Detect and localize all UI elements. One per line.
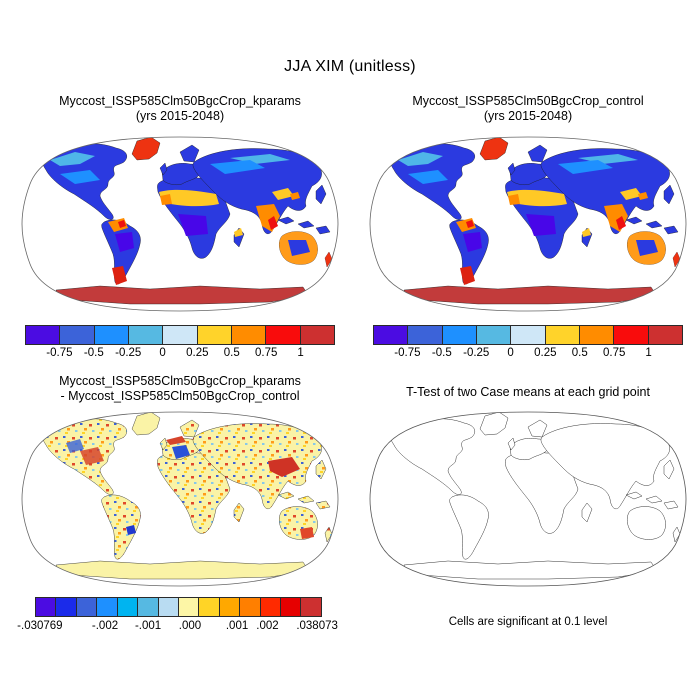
colorbar-segment	[138, 598, 159, 616]
colorbar-segment	[26, 326, 61, 344]
panel-title-kparams: Myccost_ISSP585Clm50BgcCrop_kparams (yrs…	[10, 94, 350, 124]
panel-title-ttest: T-Test of two Case means at each grid po…	[406, 385, 650, 399]
colorbar-segment	[158, 598, 179, 616]
colorbar-tick-label: -0.25	[463, 347, 490, 359]
colorbar-segment	[476, 326, 512, 344]
colorbar-control	[373, 325, 683, 345]
colorbar-segment	[266, 326, 301, 344]
panel-title-diff: Myccost_ISSP585Clm50BgcCrop_kparams - My…	[10, 374, 350, 404]
colorbar-tick-label: 1	[297, 347, 304, 359]
colorbar-tick-label: 0.25	[534, 347, 557, 359]
colorbar-tick-label: .038073	[296, 620, 338, 632]
colorbar-tick-label: 0.75	[254, 347, 278, 359]
colorbar-tick-label: 0.75	[602, 347, 626, 359]
colorbar-tick-label: -0.5	[431, 347, 452, 359]
colorbar-segment	[300, 326, 334, 344]
colorbar-segment	[56, 598, 77, 616]
colorbar-segment	[219, 598, 241, 616]
colorbar-tick-label: 1	[645, 347, 652, 359]
colorbar-segment	[178, 598, 200, 616]
map-ttest	[368, 409, 688, 589]
colorbar-tick-label: -.001	[134, 620, 162, 632]
map-control	[368, 134, 688, 314]
colorbar-segment	[374, 326, 409, 344]
colorbar-segment	[240, 598, 261, 616]
colorbar-segment	[301, 598, 321, 616]
colorbar-segment	[76, 598, 98, 616]
colorbar-tick-label: .002	[256, 620, 279, 632]
colorbar-kparams	[25, 325, 335, 345]
colorbar-segment	[442, 326, 477, 344]
colorbar-segment	[281, 598, 302, 616]
colorbar-segment	[199, 598, 220, 616]
colorbar-tick-label: 0.5	[223, 347, 240, 359]
colorbar-segment	[117, 598, 139, 616]
colorbar-difference	[35, 597, 322, 617]
colorbar-tick-label: .000	[178, 620, 202, 632]
colorbar-segment	[60, 326, 95, 344]
panel-title-diff-line2: - Myccost_ISSP585Clm50BgcCrop_control	[60, 389, 300, 403]
world-map-control	[368, 134, 688, 314]
panel-title-diff-line1: Myccost_ISSP585Clm50BgcCrop_kparams	[59, 374, 301, 388]
map-kparams	[20, 134, 340, 314]
world-map-kparams	[20, 134, 340, 314]
colorbar-segment	[197, 326, 232, 344]
panel-title-kparams-line2: (yrs 2015-2048)	[135, 109, 225, 123]
colorbar-segment	[408, 326, 443, 344]
colorbar-segment	[36, 598, 57, 616]
colorbar-segment	[231, 326, 267, 344]
colorbar-tick-label: 0	[507, 347, 514, 359]
map-difference	[20, 409, 340, 589]
colorbar-tick-label: 0	[159, 347, 166, 359]
colorbar-tick-label: -0.75	[46, 347, 73, 359]
colorbar-kparams-ticks: -0.75 -0.5 -0.25 0 0.25 0.5 0.75 1	[25, 347, 335, 362]
colorbar-control-ticks: -0.75 -0.5 -0.25 0 0.25 0.5 0.75 1	[373, 347, 683, 362]
panel-title-control-line2: (yrs 2015-2048)	[483, 109, 573, 123]
colorbar-tick-label: -0.5	[83, 347, 104, 359]
colorbar-segment	[579, 326, 615, 344]
colorbar-segment	[648, 326, 682, 344]
colorbar-difference-ticks: -.030769 -.002 -.001 .000 .001 .002 .038073	[17, 620, 338, 635]
colorbar-segment	[94, 326, 129, 344]
colorbar-segment	[97, 598, 118, 616]
colorbar-tick-label: -0.75	[394, 347, 421, 359]
colorbar-segment	[545, 326, 580, 344]
colorbar-tick-label: 0.5	[571, 347, 588, 359]
panel-title-control-line1: Myccost_ISSP585Clm50BgcCrop_control	[412, 94, 644, 108]
colorbar-segment	[511, 326, 546, 344]
colorbar-segment	[260, 598, 282, 616]
panel-title-control: Myccost_ISSP585Clm50BgcCrop_control (yrs…	[358, 94, 698, 124]
colorbar-segment	[163, 326, 198, 344]
colorbar-tick-label: -0.25	[115, 347, 142, 359]
world-map-ttest	[369, 411, 687, 587]
colorbar-tick-label: -.002	[91, 620, 119, 632]
figure-title: JJA XIM (unitless)	[284, 58, 416, 75]
world-map-difference	[21, 411, 339, 587]
colorbar-tick-label: 0.25	[186, 347, 209, 359]
panel-title-kparams-line1: Myccost_ISSP585Clm50BgcCrop_kparams	[59, 94, 301, 108]
colorbar-segment	[614, 326, 649, 344]
colorbar-tick-label: .001	[225, 620, 249, 632]
ttest-caption: Cells are significant at 0.1 level	[448, 616, 608, 628]
colorbar-tick-label: -.030769	[17, 620, 63, 632]
colorbar-segment	[128, 326, 164, 344]
